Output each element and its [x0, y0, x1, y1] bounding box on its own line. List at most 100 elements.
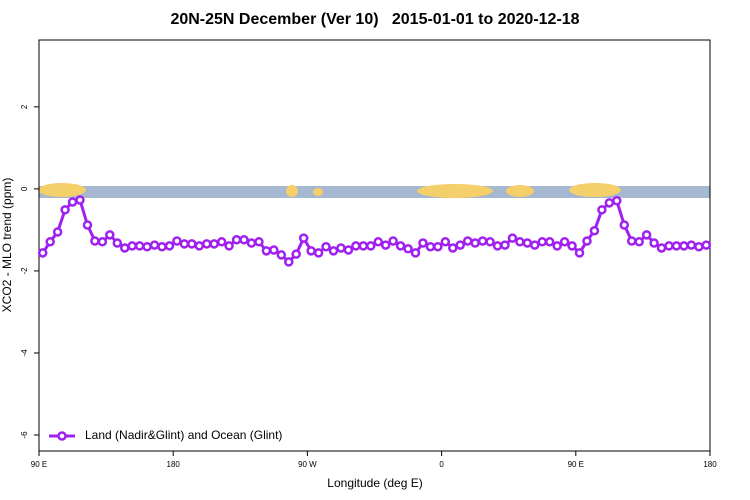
x-tick-label: 0 [439, 460, 444, 469]
data-point [477, 236, 488, 246]
data-point [127, 241, 137, 251]
data-point [604, 198, 615, 208]
data-point [641, 230, 652, 240]
data-point [351, 241, 361, 251]
data-point [589, 225, 600, 236]
data-point [269, 245, 279, 255]
data-point [119, 243, 130, 253]
land [286, 185, 298, 197]
data-point [45, 237, 55, 247]
data-point [194, 241, 205, 251]
data-point [52, 227, 63, 237]
data-point [418, 238, 428, 248]
data-point [470, 238, 480, 248]
data-point [455, 240, 465, 250]
data-point [291, 249, 301, 259]
data-point [149, 240, 160, 250]
data-point [216, 237, 227, 247]
data-point [164, 241, 175, 251]
data-point [90, 236, 100, 246]
data-point [403, 244, 413, 254]
data-point [694, 241, 704, 252]
land [38, 183, 86, 197]
data-point [284, 257, 294, 267]
x-tick-label: 90 E [568, 460, 584, 469]
data-point [373, 237, 383, 247]
data-point [37, 248, 48, 258]
data-point [388, 236, 398, 246]
data-point [462, 236, 473, 246]
data-point [209, 239, 219, 249]
data-point [537, 237, 547, 247]
data-point [276, 250, 287, 260]
x-axis-label: Longitude (deg E) [327, 476, 422, 490]
data-point [559, 237, 570, 247]
y-tick-label: -6 [20, 431, 29, 439]
data-point [328, 246, 339, 256]
data-point [485, 237, 495, 247]
data-point [358, 241, 369, 251]
data-point [179, 239, 190, 249]
land [569, 183, 621, 197]
data-point [649, 238, 659, 248]
data-point [60, 205, 70, 215]
data-point [626, 236, 637, 246]
data-point [313, 248, 324, 258]
legend-label: Land (Nadir&Glint) and Ocean (Glint) [85, 428, 282, 442]
data-point [134, 241, 145, 251]
map-strip [38, 183, 710, 198]
data-point [530, 240, 540, 250]
data-point [701, 240, 712, 250]
data-point [492, 241, 503, 251]
y-tick-label: 2 [20, 104, 29, 109]
data-point [686, 240, 697, 250]
data-point [567, 241, 577, 251]
data-point [157, 241, 167, 252]
data-point [67, 197, 78, 207]
data-point [97, 237, 108, 247]
data-point [75, 195, 85, 205]
data-point [634, 237, 644, 247]
data-point [544, 237, 555, 247]
data-point [425, 241, 436, 252]
data-point [105, 230, 115, 240]
y-tick-label: -4 [20, 349, 29, 357]
data-point [82, 220, 93, 230]
data-point [597, 205, 607, 215]
x-tick-label: 180 [703, 460, 717, 469]
data-point [395, 241, 406, 251]
data-point [336, 243, 346, 253]
data-point [142, 241, 152, 252]
legend-marker [57, 431, 67, 441]
data-point [366, 241, 376, 251]
data-point [231, 235, 242, 245]
data-point [515, 237, 525, 247]
data-point [410, 248, 421, 258]
data-point [522, 238, 533, 248]
data-point [261, 246, 272, 256]
data-point [380, 240, 391, 250]
data-point [298, 233, 309, 243]
data-point [343, 245, 354, 255]
x-tick-label: 90 W [298, 460, 317, 469]
data-point [321, 241, 331, 252]
data-point [619, 220, 630, 230]
land [417, 184, 493, 198]
data-point [202, 239, 212, 249]
data-point [656, 243, 667, 253]
land [313, 188, 323, 196]
x-tick-label: 90 E [31, 460, 47, 469]
x-tick-label: 180 [167, 460, 181, 469]
series-line [41, 198, 707, 265]
data-point [679, 241, 689, 251]
data-point [440, 237, 451, 247]
y-tick-label: -2 [20, 267, 29, 275]
data-point [500, 240, 510, 250]
y-tick-label: 0 [20, 186, 29, 191]
data-point [254, 237, 264, 247]
data-point [306, 246, 316, 256]
land [506, 185, 534, 197]
data-point [582, 236, 592, 246]
data-point [172, 236, 182, 246]
data-point [112, 238, 123, 248]
